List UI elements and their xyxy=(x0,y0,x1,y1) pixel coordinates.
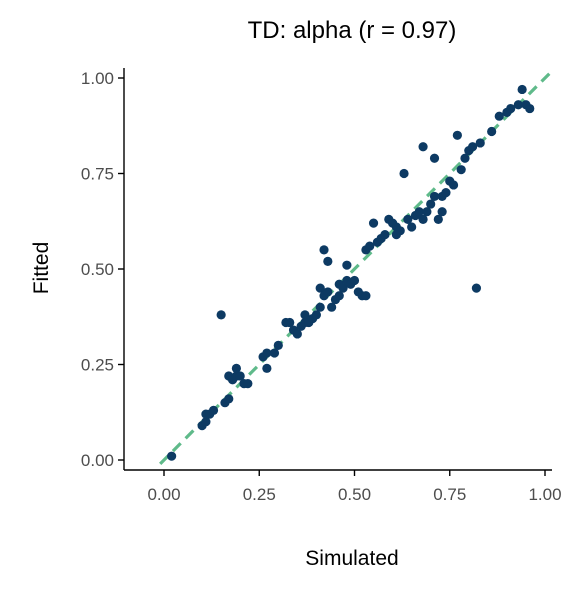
data-point xyxy=(494,111,504,121)
x-tick-label: 1.00 xyxy=(528,485,561,504)
y-tick-label: 0.75 xyxy=(81,165,114,184)
data-point xyxy=(216,310,226,320)
data-point xyxy=(224,394,234,404)
data-point xyxy=(429,191,440,202)
data-point xyxy=(460,153,470,163)
data-point xyxy=(429,153,440,163)
data-point xyxy=(315,302,325,312)
data-point xyxy=(323,287,333,297)
data-point xyxy=(433,214,443,224)
x-tick-label: 0.50 xyxy=(338,485,371,504)
data-point xyxy=(437,207,447,217)
axes: 0.00 0.25 0.50 0.75 1.00 0.00 0.25 0.50 0.75 1.00 xyxy=(81,68,562,504)
data-point xyxy=(319,245,329,255)
data-point xyxy=(468,142,478,152)
y-tick-label: 0.25 xyxy=(81,356,114,375)
data-point xyxy=(235,371,245,381)
data-point xyxy=(399,168,409,179)
data-point xyxy=(475,138,485,148)
y-tick-label: 0.50 xyxy=(81,260,114,279)
data-point xyxy=(323,256,333,266)
data-point xyxy=(292,329,302,339)
data-point xyxy=(380,230,390,240)
data-points xyxy=(167,84,535,461)
data-point xyxy=(243,379,253,389)
data-point xyxy=(361,291,371,301)
data-point xyxy=(448,180,459,190)
data-point xyxy=(342,260,352,270)
data-point xyxy=(525,103,535,114)
data-point xyxy=(513,100,523,110)
data-point xyxy=(418,142,428,152)
data-point xyxy=(262,348,272,358)
data-point xyxy=(395,226,405,236)
data-point xyxy=(208,405,219,415)
data-point xyxy=(471,283,482,293)
data-point xyxy=(365,241,375,251)
data-point xyxy=(327,302,337,312)
data-point xyxy=(414,207,424,217)
y-axis-title: Fitted xyxy=(30,242,53,295)
data-point xyxy=(269,348,280,358)
y-tick-label: 1.00 xyxy=(81,69,114,88)
data-point xyxy=(368,218,379,228)
y-tick-label: 0.00 xyxy=(81,451,114,470)
x-tick-label: 0.25 xyxy=(243,485,276,504)
x-axis-title: Simulated xyxy=(305,547,398,570)
data-point xyxy=(403,214,413,224)
data-point xyxy=(231,363,241,373)
data-point xyxy=(452,130,462,140)
data-point xyxy=(311,310,321,320)
data-point xyxy=(300,310,310,320)
x-tick-label: 0.00 xyxy=(147,485,180,504)
data-point xyxy=(349,275,360,286)
data-point xyxy=(418,214,428,224)
data-point xyxy=(201,417,211,427)
data-point xyxy=(315,283,325,293)
data-point xyxy=(422,207,432,217)
chart-title: TD: alpha (r = 0.97) xyxy=(248,17,457,44)
data-point xyxy=(506,103,516,114)
data-point xyxy=(285,317,295,328)
data-point xyxy=(167,451,177,461)
data-point xyxy=(441,188,451,198)
x-tick-label: 0.75 xyxy=(433,485,466,504)
data-point xyxy=(334,291,344,301)
data-point xyxy=(407,222,417,232)
data-point xyxy=(262,363,272,373)
data-point xyxy=(426,199,436,209)
data-point xyxy=(456,165,466,175)
data-point xyxy=(338,283,348,293)
data-point xyxy=(487,126,497,137)
data-point xyxy=(517,84,527,95)
data-point xyxy=(273,340,283,350)
